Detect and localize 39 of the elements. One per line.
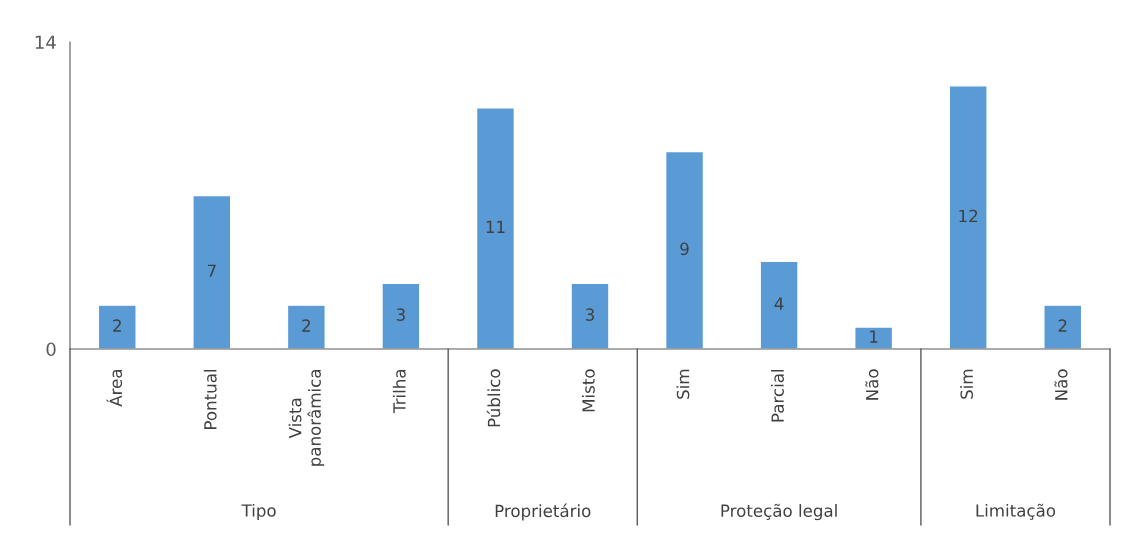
y-tick-label: 0 bbox=[46, 342, 56, 357]
x-tick-label: Não bbox=[1054, 369, 1068, 400]
text: Tipo bbox=[241, 503, 276, 521]
text: Proteção legal bbox=[721, 503, 837, 521]
data-label: 3 bbox=[396, 308, 405, 321]
data-label: 2 bbox=[113, 319, 121, 332]
data-label: 7 bbox=[207, 264, 216, 277]
data-label: 11 bbox=[486, 220, 505, 233]
data-label: 2 bbox=[302, 319, 310, 332]
data-label: 2 bbox=[1058, 319, 1067, 332]
data-label: 3 bbox=[585, 308, 594, 321]
bar bbox=[570, 282, 610, 349]
x-tick-label: Parcial bbox=[771, 370, 784, 422]
data-label: 4 bbox=[774, 297, 784, 310]
bar bbox=[1043, 304, 1083, 349]
bar bbox=[948, 85, 988, 349]
x-tick-label: Sim bbox=[960, 369, 974, 399]
y-tick-label: 14 bbox=[35, 35, 56, 49]
bar bbox=[475, 107, 516, 349]
x-tick-label: Área bbox=[106, 369, 123, 407]
data-label: 12 bbox=[959, 209, 978, 223]
bar bbox=[854, 326, 894, 349]
x-tick-label: Vista panorâmica bbox=[288, 369, 325, 466]
data-label: 1 bbox=[870, 330, 878, 343]
x-tick-label: Trilha bbox=[392, 369, 406, 414]
x-tick-label: Não bbox=[865, 369, 879, 400]
x-tick-label: Misto bbox=[581, 369, 595, 412]
bar bbox=[759, 260, 799, 349]
data-label: 9 bbox=[680, 242, 689, 256]
bar bbox=[664, 150, 705, 349]
bar bbox=[192, 194, 232, 349]
bar bbox=[381, 282, 421, 349]
bar bbox=[286, 304, 326, 349]
text: Limitação bbox=[976, 503, 1056, 520]
x-tick-label: Sim bbox=[676, 369, 690, 399]
bar bbox=[97, 304, 137, 349]
text: Proprietário bbox=[495, 503, 591, 521]
x-tick-label: Público bbox=[486, 369, 501, 427]
x-tick-label: Pontual bbox=[203, 370, 217, 429]
